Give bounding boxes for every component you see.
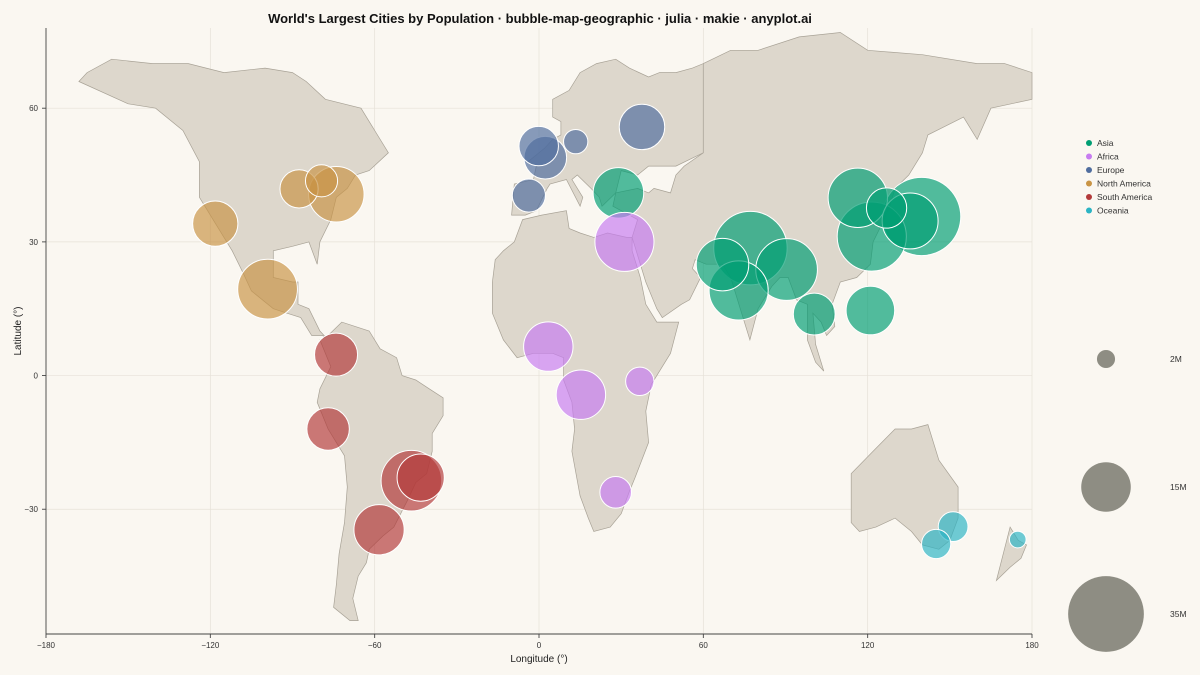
- x-tick-label: −60: [368, 641, 382, 650]
- city-bubble: [555, 369, 607, 420]
- size-legend-marker: [1081, 462, 1131, 512]
- city-bubble: [592, 167, 645, 219]
- series-south-america: [306, 332, 445, 556]
- city-bubble: [511, 178, 546, 213]
- legend-label: Asia: [1097, 138, 1114, 148]
- x-axis-label: Longitude (°): [510, 654, 567, 665]
- city-bubble: [306, 407, 350, 451]
- city-bubble: [792, 292, 836, 336]
- size-legend-marker: [1096, 349, 1116, 369]
- city-bubble: [523, 321, 574, 372]
- y-tick-label: 30: [29, 238, 38, 247]
- city-bubble: [599, 475, 632, 509]
- series-north-america: [192, 164, 365, 320]
- city-bubble: [563, 128, 589, 155]
- land-north-america: [78, 58, 389, 341]
- legend-marker: [1086, 140, 1092, 146]
- size-legend: 2M 15M 35M: [1068, 349, 1187, 652]
- city-bubbles: [192, 103, 1027, 560]
- legend-label: Europe: [1097, 165, 1125, 175]
- legend-label: North America: [1097, 179, 1151, 189]
- legend-label: South America: [1097, 192, 1153, 202]
- city-bubble: [625, 366, 655, 397]
- legend-marker: [1086, 167, 1092, 173]
- legend-marker: [1086, 207, 1092, 214]
- series-europe: [511, 103, 666, 213]
- size-legend-label: 35M: [1170, 609, 1187, 619]
- legend-label: Oceania: [1097, 206, 1129, 216]
- x-tick-label: 180: [1025, 641, 1039, 650]
- city-bubble: [314, 332, 359, 377]
- series-asia: [592, 167, 962, 336]
- size-legend-label: 2M: [1170, 354, 1182, 364]
- legend-item: South America: [1086, 192, 1153, 202]
- legend-item: Oceania: [1086, 206, 1129, 216]
- y-tick-label: 0: [34, 372, 39, 381]
- size-legend-marker: [1068, 576, 1144, 652]
- city-bubble: [518, 125, 559, 167]
- y-tick-label: −30: [24, 505, 38, 514]
- legend-item: Europe: [1086, 165, 1125, 175]
- city-bubble: [237, 258, 298, 320]
- legend-marker: [1086, 180, 1092, 187]
- size-legend-item: 15M: [1081, 462, 1187, 512]
- axes: −180 −120 −60 0 60 120 180 −30 0 30 60: [24, 28, 1039, 650]
- city-bubble: [695, 237, 750, 292]
- city-bubble: [396, 453, 445, 502]
- series-africa: [523, 211, 655, 509]
- city-bubble: [304, 164, 339, 198]
- size-legend-item: 35M: [1068, 576, 1187, 652]
- legend-label: Africa: [1097, 152, 1119, 162]
- chart-title: World's Largest Cities by Population · b…: [268, 11, 812, 26]
- city-bubble: [1008, 530, 1027, 549]
- x-tick-label: −180: [37, 641, 56, 650]
- city-bubble: [618, 103, 666, 151]
- series-oceania: [921, 511, 1027, 560]
- legend-marker: [1086, 153, 1092, 160]
- city-bubble: [594, 211, 655, 272]
- city-bubble: [921, 528, 952, 560]
- x-tick-label: 0: [537, 641, 542, 650]
- size-legend-label: 15M: [1170, 482, 1187, 492]
- region-legend: Asia Africa Europe North America South Ameri…: [1086, 138, 1153, 216]
- city-bubble: [353, 504, 405, 556]
- city-bubble: [845, 285, 896, 336]
- y-axis-label: Latitude (°): [13, 306, 24, 355]
- legend-item: Africa: [1086, 152, 1119, 162]
- x-tick-label: −120: [201, 641, 220, 650]
- y-tick-label: 60: [29, 104, 38, 113]
- legend-marker: [1086, 194, 1092, 200]
- x-tick-label: 60: [699, 641, 708, 650]
- legend-item: North America: [1086, 179, 1151, 189]
- city-bubble: [192, 200, 239, 247]
- city-bubble: [865, 187, 908, 229]
- x-tick-label: 120: [861, 641, 875, 650]
- legend-item: Asia: [1086, 138, 1114, 148]
- size-legend-item: 2M: [1096, 349, 1182, 369]
